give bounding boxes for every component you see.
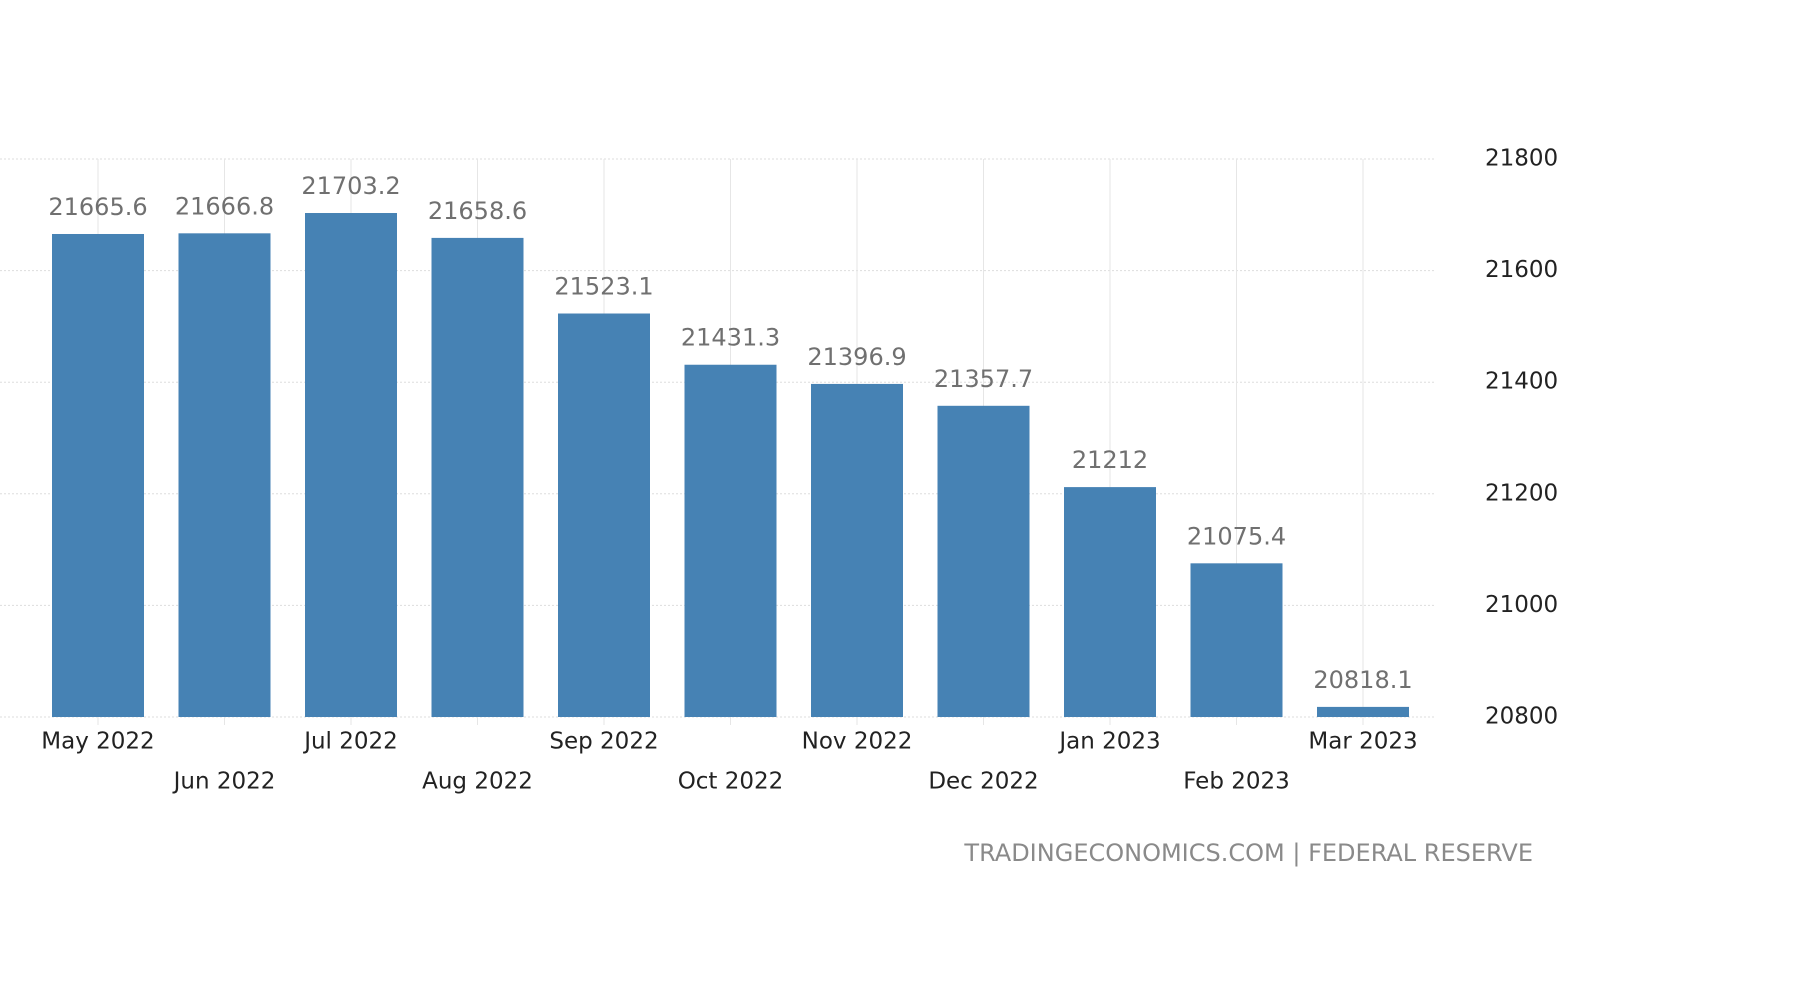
y-tick-label: 20800 [1485,704,1558,730]
y-tick-label: 21600 [1485,257,1558,283]
value-label: 21396.9 [807,343,906,371]
value-label: 21666.8 [175,192,274,220]
x-tick-label: Sep 2022 [549,729,658,755]
y-tick-label: 21000 [1485,592,1558,618]
value-label: 20818.1 [1313,666,1412,694]
bar [178,233,271,717]
bar [52,233,144,718]
bar [431,237,524,718]
y-tick-label: 21200 [1485,480,1558,506]
value-label: 21431.3 [681,324,780,352]
value-label: 21212 [1072,446,1148,474]
bar [1190,563,1283,717]
source: TRADINGECONOMICS.COM | FEDERAL RESERVE [963,839,1533,867]
value-label: 21703.2 [301,172,400,200]
bar [1317,706,1409,717]
x-tick-label: Jan 2023 [1057,729,1160,755]
x-tick-label: Dec 2022 [928,769,1038,795]
bar [937,405,1030,717]
bar [1064,487,1156,717]
y-tick-label: 21400 [1485,369,1558,395]
value-label: 21523.1 [554,273,653,301]
x-tick-label: Jul 2022 [302,729,398,755]
bar [684,364,777,717]
x-tick-label: Nov 2022 [802,729,913,755]
y-tick-label: 21800 [1485,146,1558,172]
bar [558,313,650,717]
x-tick-label: Mar 2023 [1308,729,1417,755]
x-tick-label: Oct 2022 [678,769,784,795]
value-label: 21665.6 [48,193,147,221]
x-tick-label: Feb 2023 [1183,769,1290,795]
value-label: 21075.4 [1187,522,1286,550]
value-label: 21658.6 [428,197,527,225]
x-tick-label: May 2022 [41,729,154,755]
bar [811,383,903,717]
x-tick-label: Jun 2022 [172,769,276,795]
value-label: 21357.7 [934,365,1033,393]
x-tick-label: Aug 2022 [422,769,533,795]
bar [305,213,397,717]
